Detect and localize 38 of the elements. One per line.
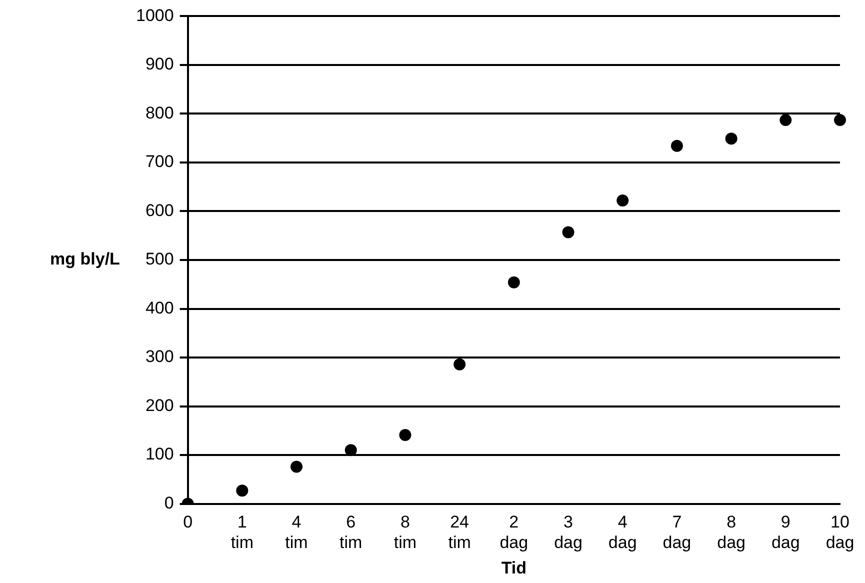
y-tick-label: 800 — [145, 103, 174, 122]
point — [399, 429, 412, 442]
y-tick-label: 500 — [145, 250, 174, 269]
point — [344, 444, 357, 456]
point — [508, 276, 520, 288]
y-tick-label: 400 — [145, 298, 174, 318]
y-tick-label: 1000 — [136, 6, 174, 25]
x-axis-title: Tid — [501, 558, 527, 578]
x-tick-label: 2 dag — [500, 512, 528, 552]
y-tick-label: 100 — [145, 444, 174, 464]
y-tick-label: 300 — [145, 347, 174, 366]
x-tick-label: 6 tim — [340, 512, 362, 552]
x-tick-label: 8 dag — [717, 512, 746, 552]
point — [562, 226, 574, 238]
point — [725, 132, 738, 145]
x-tick-label: 3 dag — [554, 512, 582, 552]
x-tick-label: 24 tim — [448, 512, 471, 552]
x-tick-label: 7 dag — [662, 512, 692, 552]
x-tick-label: 4 dag — [608, 512, 637, 552]
point — [454, 358, 466, 370]
point — [834, 114, 846, 126]
y-tick-label: 700 — [145, 152, 174, 172]
y-axis-title: mg bly/L — [50, 250, 120, 269]
x-tick-label: 9 dag — [771, 512, 800, 552]
y-tick-label: 0 — [164, 493, 174, 512]
x-tick-label: 1 tim — [230, 512, 254, 552]
point — [236, 484, 248, 497]
y-tick-label: 200 — [145, 396, 174, 415]
y-tick-label: 900 — [145, 54, 174, 74]
x-tick-label: 4 tim — [285, 512, 308, 552]
point — [290, 460, 303, 473]
x-tick-label: 8 tim — [394, 512, 417, 552]
point — [780, 114, 792, 126]
point — [670, 140, 683, 152]
x-tick-label: 0 — [183, 512, 193, 532]
point — [616, 194, 629, 207]
x-tick-label: 10 dag — [826, 512, 854, 552]
y-tick-label: 600 — [145, 200, 174, 220]
